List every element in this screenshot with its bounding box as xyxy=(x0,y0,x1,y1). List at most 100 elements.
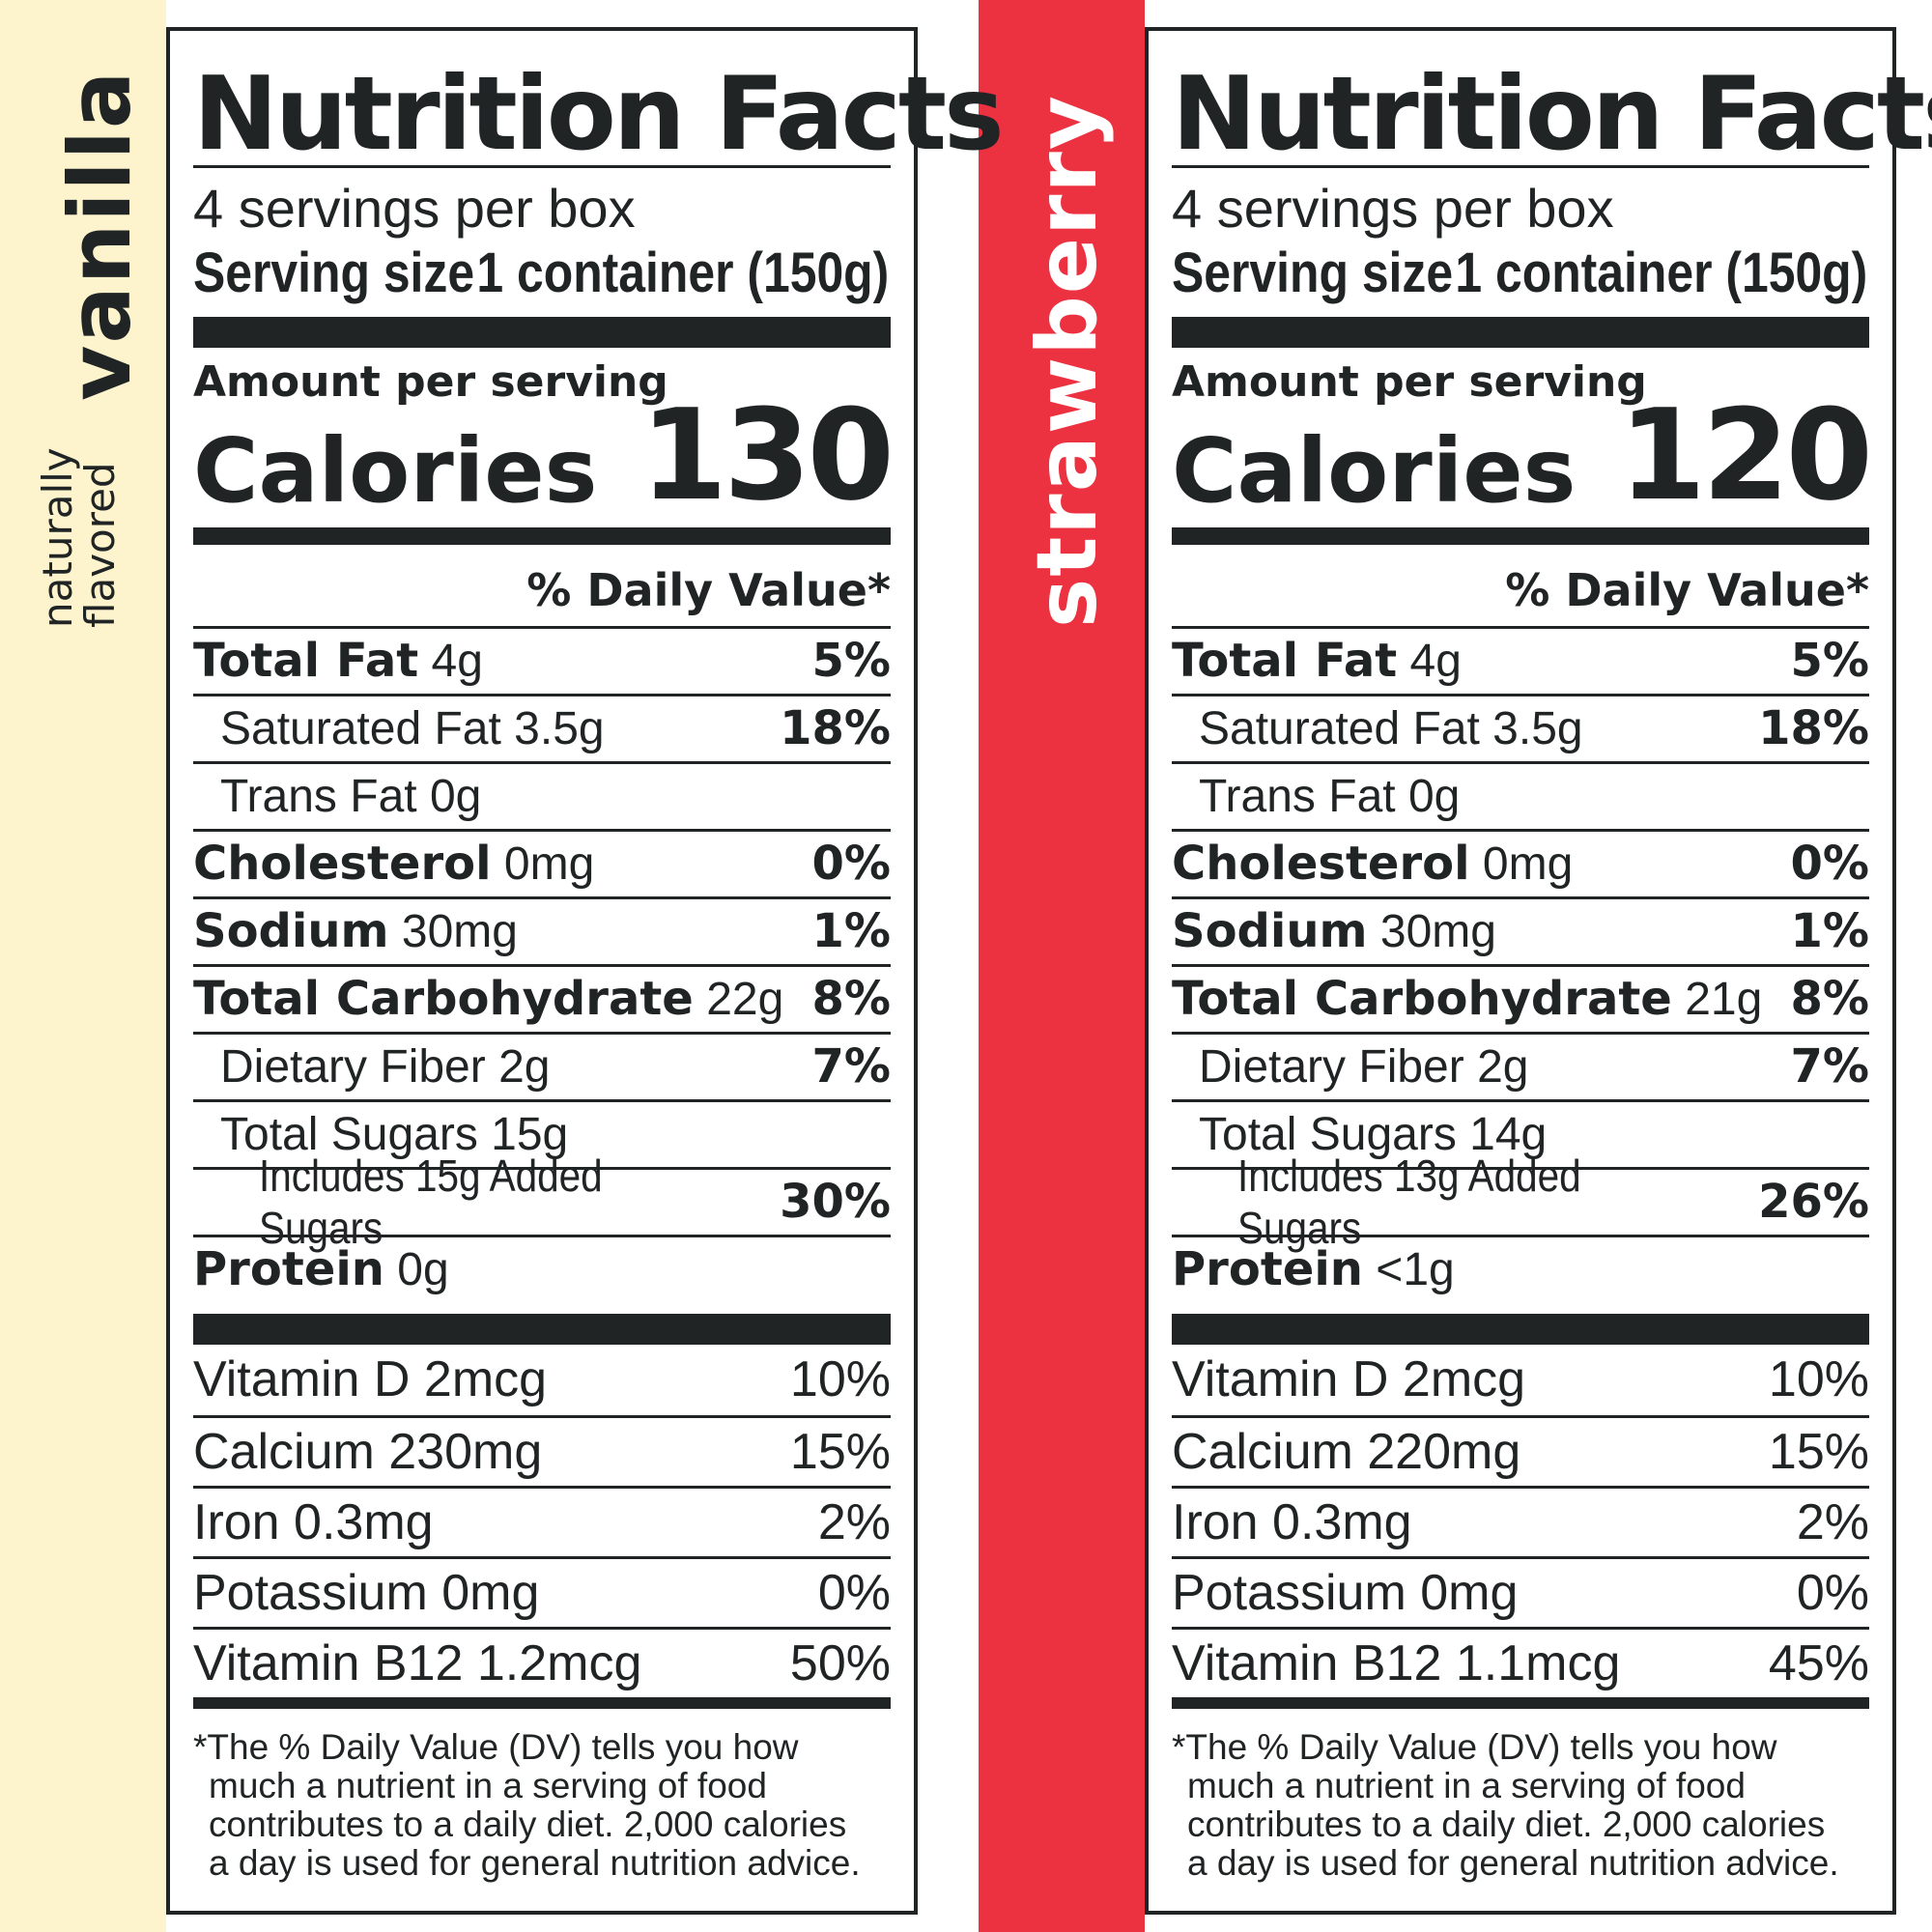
divider xyxy=(193,1696,891,1709)
nutrient-name-group: Sodium 30mg xyxy=(1172,904,1496,958)
strawberry-flavor-band: strawberry xyxy=(979,0,1145,1932)
nutrient-name-group: Saturated Fat 3.5g xyxy=(1199,702,1583,755)
nutrient-daily-value: 26% xyxy=(1758,1175,1869,1229)
nutrient-name-group: Cholesterol 0mg xyxy=(193,837,594,891)
nutrient-row: Total Carbohydrate 21g 8% xyxy=(1172,963,1870,1032)
footnote-line: a day is used for general nutrition advi… xyxy=(209,1842,861,1883)
vitamin-daily-value: 50% xyxy=(789,1634,891,1691)
vitamin-daily-value: 0% xyxy=(817,1564,891,1621)
nutrient-daily-value: 8% xyxy=(811,972,892,1026)
nutrient-name-group: Dietary Fiber 2g xyxy=(220,1040,550,1094)
vitamin-daily-value: 2% xyxy=(1796,1493,1869,1550)
flavored-label: flavored xyxy=(76,462,124,628)
vitamin-daily-value: 45% xyxy=(1768,1634,1869,1691)
vitamin-row: Iron 0.3mg 2% xyxy=(193,1485,891,1556)
nutrient-name-group: Total Fat 4g xyxy=(193,634,483,688)
footnote: *The % Daily Value (DV) tells you how muc… xyxy=(193,1727,891,1883)
calories-value: 120 xyxy=(1618,382,1873,528)
nutrient-name-group: Sodium 30mg xyxy=(193,904,518,958)
divider xyxy=(1172,165,1869,168)
vitamin-daily-value: 0% xyxy=(1796,1564,1869,1621)
divider xyxy=(193,165,891,168)
nutrient-row: Total Carbohydrate 22g 8% xyxy=(193,963,892,1032)
nutrient-name: Saturated Fat 3.5g xyxy=(1199,702,1583,754)
nutrient-row: Includes 13g Added Sugars 26% xyxy=(1172,1151,1869,1253)
nutrient-row: Sodium 30mg 1% xyxy=(193,895,892,964)
nutrient-name: Total Sugars 14g xyxy=(1199,1108,1548,1160)
nutrient-row: Total Fat 4g 5% xyxy=(193,625,891,694)
thick-divider xyxy=(1172,526,1869,545)
nutrient-amount: 4g xyxy=(1409,636,1462,687)
thick-divider xyxy=(193,526,891,545)
nutrient-row: Trans Fat 0g xyxy=(1172,760,1869,829)
nutrient-daily-value: 7% xyxy=(1790,1039,1870,1094)
nutrient-name-group: Total Sugars 14g xyxy=(1199,1108,1547,1161)
amount-per-serving: Amount per serving xyxy=(193,357,668,407)
vitamin-row: Vitamin D 2mcg 10% xyxy=(1172,1345,1869,1415)
nutrient-name: Dietary Fiber 2g xyxy=(220,1040,551,1093)
nutrient-amount: 0mg xyxy=(503,838,595,890)
nutrient-amount: 30mg xyxy=(1379,906,1496,957)
nutrient-row: Saturated Fat 3.5g 18% xyxy=(193,693,891,761)
nutrient-row: Cholesterol 0mg 0% xyxy=(193,828,892,896)
nutrient-row: Includes 15g Added Sugars 30% xyxy=(193,1151,891,1253)
divider xyxy=(1172,1696,1869,1709)
serving-size-value: 1 container (150g) xyxy=(476,242,890,304)
nutrient-name: Includes 15g Added Sugars xyxy=(259,1150,603,1253)
naturally-label: naturally xyxy=(34,447,81,628)
vitamin-row: Vitamin B12 1.1mcg 45% xyxy=(1172,1626,1869,1697)
vitamin-name: Vitamin D 2mcg xyxy=(193,1351,548,1407)
nutrient-row: Protein <1g xyxy=(1172,1234,1869,1302)
footnote-line: a day is used for general nutrition advi… xyxy=(1187,1842,1839,1883)
calories-label: Calories xyxy=(1172,418,1577,523)
nutrient-daily-value: 18% xyxy=(780,701,891,755)
nutrient-daily-value: 18% xyxy=(1758,701,1869,755)
nutrient-name: Total Carbohydrate xyxy=(1172,972,1672,1026)
panel-title: Nutrition Facts xyxy=(193,55,1005,173)
nutrient-row: Dietary Fiber 2g 7% xyxy=(1172,1031,1870,1099)
footnote-line: much a nutrient in a serving of food xyxy=(209,1765,767,1805)
vitamin-daily-value: 15% xyxy=(789,1423,891,1480)
nutrient-name-group: Includes 13g Added Sugars xyxy=(1237,1150,1758,1255)
panel-title: Nutrition Facts xyxy=(1172,55,1932,173)
footnote-line: contributes to a daily diet. 2,000 calor… xyxy=(209,1804,847,1844)
vitamin-row: Vitamin B12 1.2mcg 50% xyxy=(193,1626,891,1697)
panel-content: Nutrition Facts 4 servings per box Serving… xyxy=(193,31,1005,1883)
strawberry-flavor-label: strawberry xyxy=(1019,94,1116,628)
nutrient-daily-value: 30% xyxy=(780,1175,891,1229)
vitamin-name: Vitamin B12 1.1mcg xyxy=(1172,1634,1621,1691)
vitamin-name: Calcium 230mg xyxy=(193,1423,543,1480)
nutrient-name: Protein xyxy=(193,1242,384,1296)
nutrient-name-group: Total Sugars 15g xyxy=(220,1108,568,1161)
nutrient-name-group: Saturated Fat 3.5g xyxy=(220,702,605,755)
vitamin-name: Vitamin B12 1.2mcg xyxy=(193,1634,642,1691)
calories-row: Calories 120 xyxy=(1172,382,1873,528)
nutrient-amount: 30mg xyxy=(401,906,518,957)
serving-size-label: Serving size xyxy=(1172,242,1454,304)
nutrient-name: Dietary Fiber 2g xyxy=(1199,1040,1529,1093)
nutrient-name-group: Total Fat 4g xyxy=(1172,634,1462,688)
serving-size-row: Serving size 1 container (150g) xyxy=(1172,245,1867,301)
nutrient-name-group: Cholesterol 0mg xyxy=(1172,837,1573,891)
nutrient-row: Sodium 30mg 1% xyxy=(1172,895,1869,964)
nutrient-daily-value: 1% xyxy=(811,904,892,958)
nutrient-amount: 21g xyxy=(1685,974,1763,1025)
vitamin-row: Potassium 0mg 0% xyxy=(193,1555,891,1627)
nutrient-amount: 0g xyxy=(397,1244,449,1295)
vitamin-row: Calcium 220mg 15% xyxy=(1172,1414,1869,1486)
nutrient-row: Total Sugars 14g xyxy=(1172,1098,1869,1167)
nutrient-daily-value: 5% xyxy=(1790,634,1870,688)
nutrient-daily-value: 8% xyxy=(1790,972,1870,1026)
nutrient-name: Total Sugars 15g xyxy=(220,1108,569,1160)
vitamin-row: Potassium 0mg 0% xyxy=(1172,1555,1869,1627)
nutrient-daily-value: 0% xyxy=(811,837,892,891)
amount-per-serving: Amount per serving xyxy=(1172,357,1647,407)
thick-divider xyxy=(1172,1313,1869,1345)
nutrient-name: Protein xyxy=(1172,1242,1363,1296)
serving-size-row: Serving size 1 container (150g) xyxy=(193,245,889,301)
nutrient-name: Total Carbohydrate xyxy=(193,972,694,1026)
nutrient-name-group: Protein <1g xyxy=(1172,1242,1455,1296)
vitamin-daily-value: 2% xyxy=(817,1493,891,1550)
nutrient-name-group: Trans Fat 0g xyxy=(220,770,481,823)
nutrient-row: Cholesterol 0mg 0% xyxy=(1172,828,1869,896)
